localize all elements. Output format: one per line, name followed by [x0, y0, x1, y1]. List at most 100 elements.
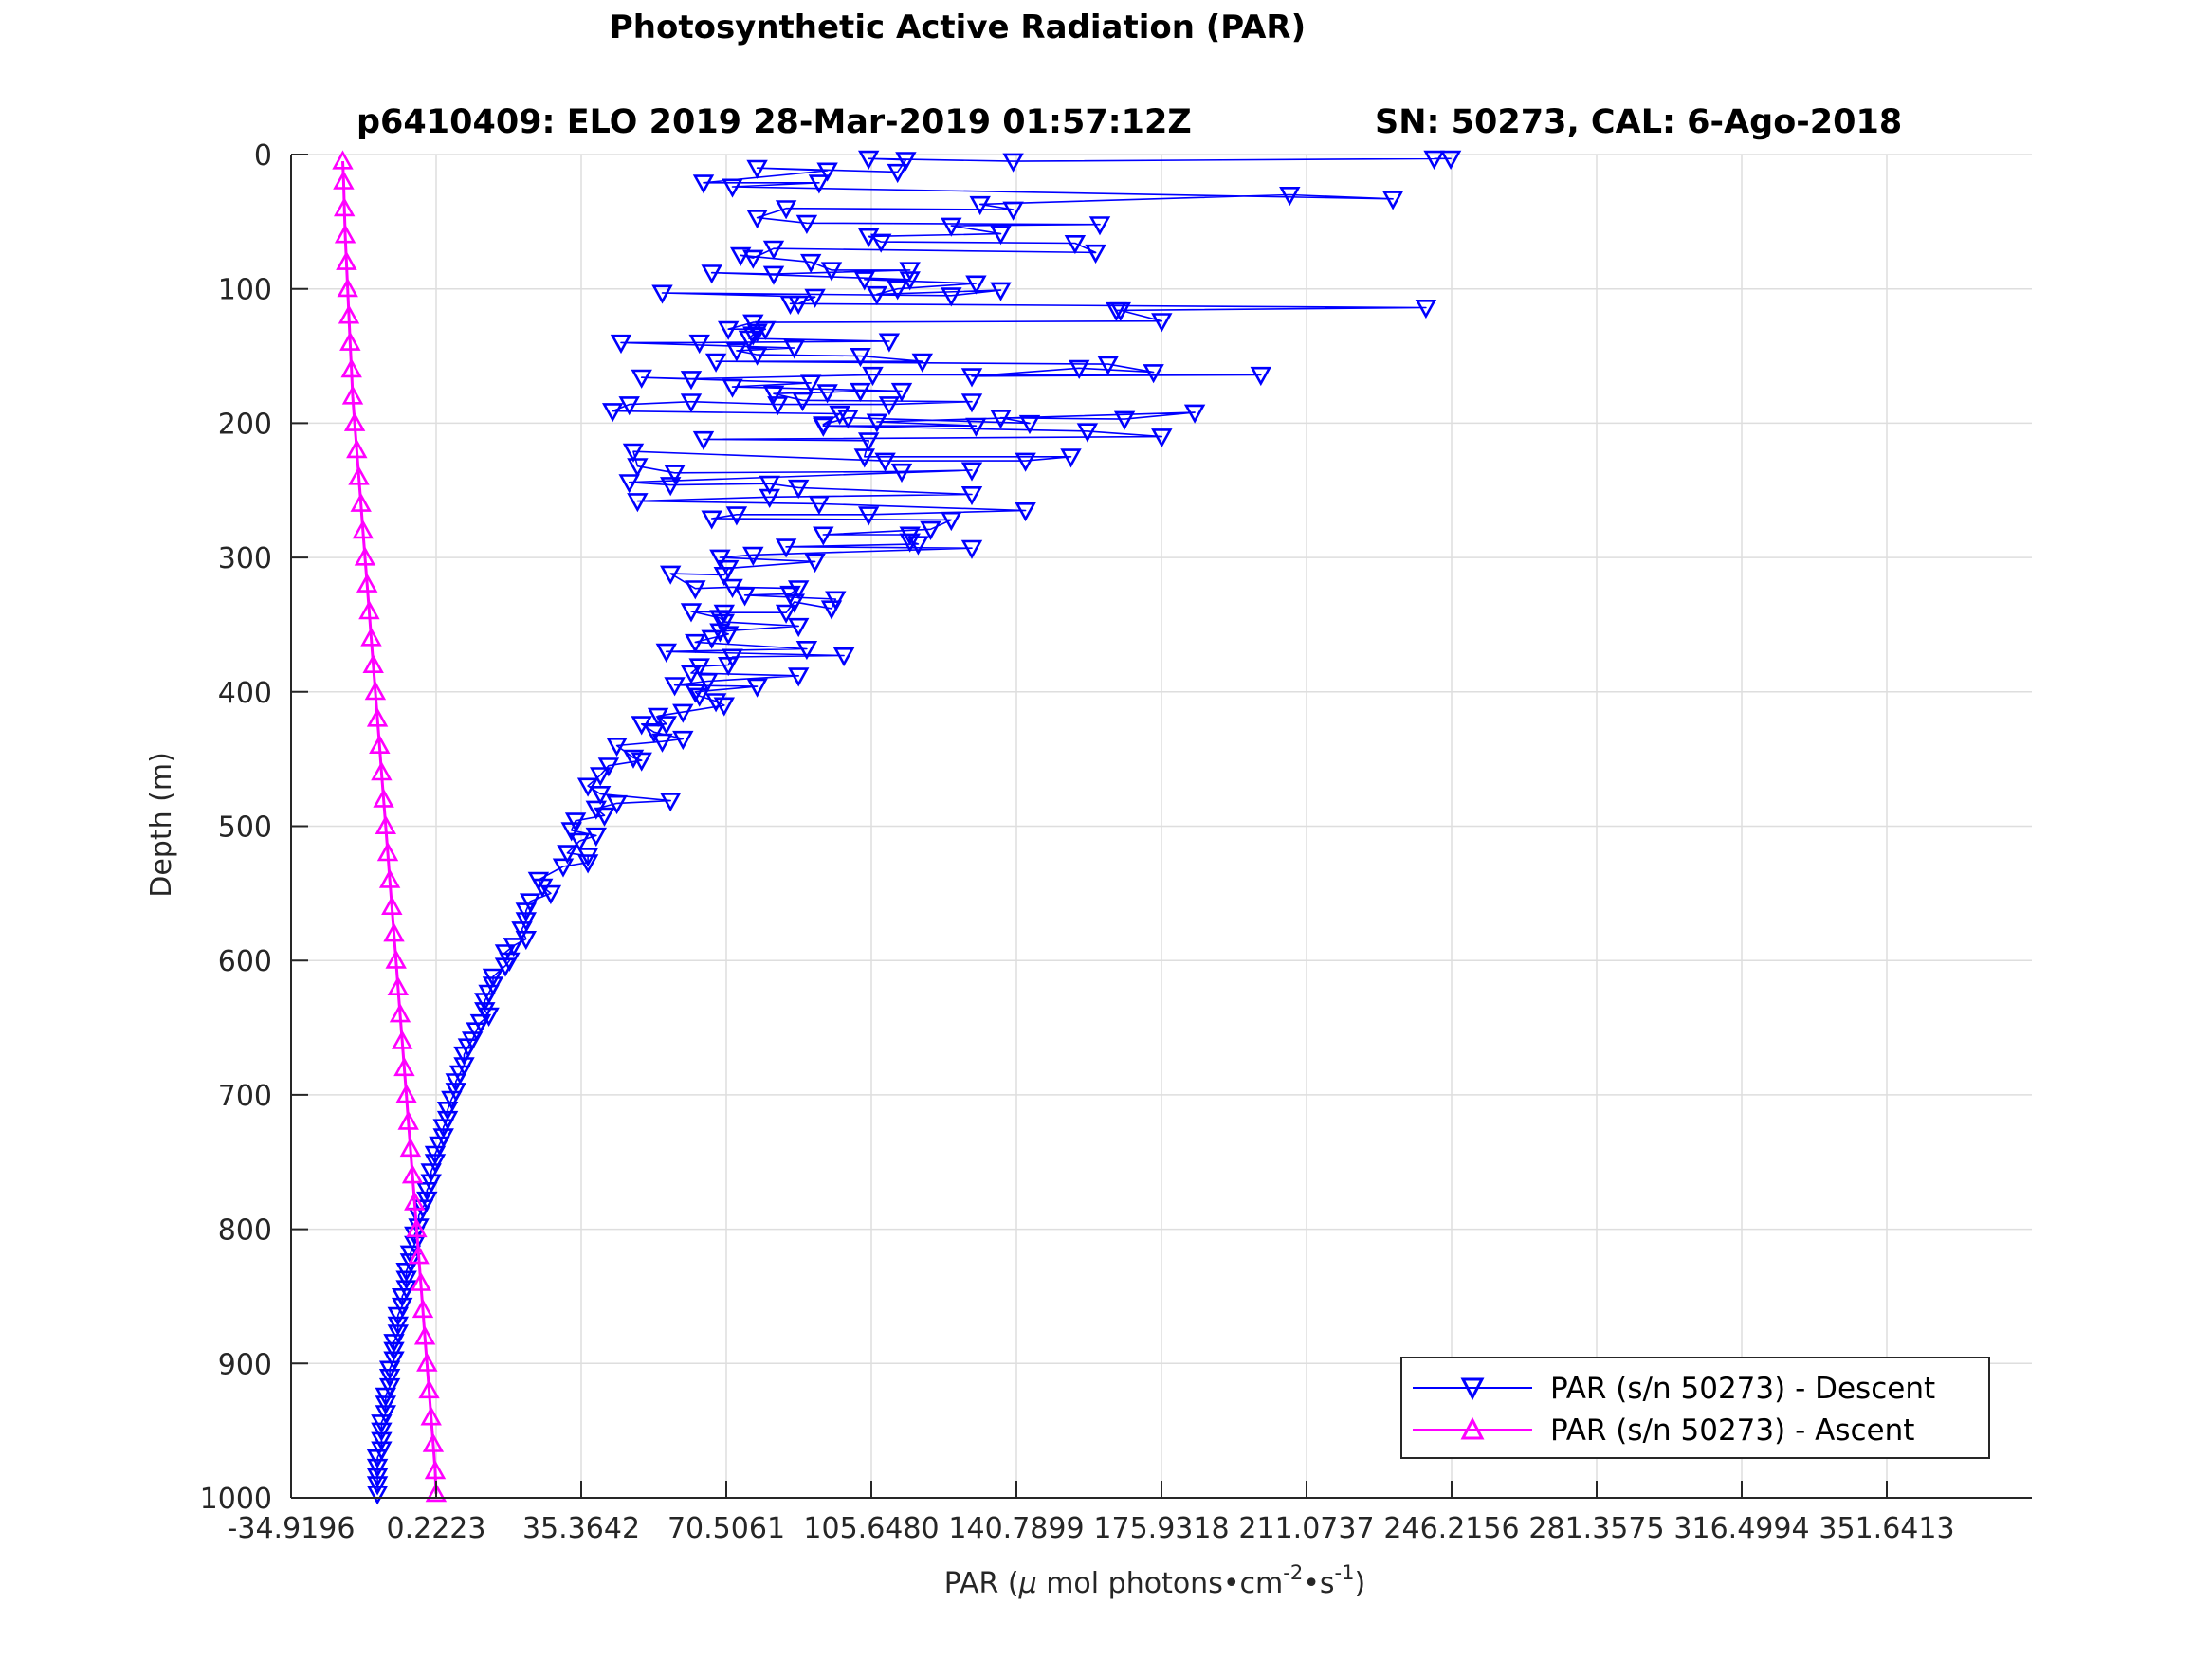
- data-point-0-57: [783, 339, 806, 359]
- data-point-0-155: [717, 656, 740, 677]
- series-0: [366, 150, 1462, 1505]
- legend-descent-label: PAR (s/n 50273) - Descent: [1550, 1372, 1935, 1406]
- data-point-0-24: [1085, 244, 1106, 264]
- data-point-0-39: [941, 287, 962, 307]
- data-point-0-74: [850, 382, 871, 403]
- data-point-1-12: [401, 1164, 424, 1184]
- data-point-0-47: [1151, 313, 1173, 333]
- y-tick-label-2: 200: [218, 408, 272, 441]
- data-point-0-227: [420, 1163, 442, 1183]
- data-point-1-20: [385, 949, 407, 969]
- data-point-0-262: [366, 1476, 389, 1496]
- data-point-0-99: [1060, 448, 1082, 468]
- data-point-0-82: [618, 396, 640, 416]
- data-point-1-16: [393, 1056, 415, 1077]
- data-point-0-247: [383, 1341, 405, 1361]
- data-point-0-25: [762, 240, 785, 260]
- data-point-1-34: [356, 573, 378, 592]
- data-point-0-29: [820, 262, 843, 282]
- data-point-0-46: [1109, 301, 1132, 322]
- plot-series: [332, 150, 1462, 1505]
- x-axis-label-sup2: -1: [1335, 1561, 1355, 1584]
- data-point-0-165: [713, 697, 736, 717]
- x-tick-label-8: 246.2156: [1383, 1512, 1519, 1545]
- data-point-0-117: [725, 506, 748, 526]
- tick-labels: -34.9196 0.2223 35.3642 70.5061 105.6480 140.…: [200, 139, 1955, 1545]
- x-tick-label-0: -34.9196: [228, 1512, 356, 1545]
- data-point-0-97: [857, 432, 880, 452]
- x-axis-label-mid: mol photons•cm: [1037, 1567, 1284, 1600]
- data-point-0-120: [920, 520, 941, 540]
- data-point-0-143: [680, 603, 703, 623]
- data-point-0-104: [664, 465, 686, 484]
- x-tick-label-11: 351.6413: [1819, 1512, 1954, 1545]
- data-point-0-2: [1002, 153, 1024, 173]
- data-point-0-106: [960, 462, 983, 482]
- data-point-0-22: [869, 233, 892, 253]
- data-point-0-125: [775, 538, 797, 558]
- data-point-0-123: [899, 533, 921, 553]
- x-axis-label: PAR (μ mol photons•cm-2•s-1): [944, 1561, 1365, 1600]
- data-point-1-45: [337, 278, 358, 298]
- data-point-0-150: [685, 633, 706, 654]
- x-tick-label-4: 105.6480: [803, 1512, 939, 1545]
- data-point-1-30: [364, 681, 387, 701]
- data-point-0-129: [804, 553, 826, 574]
- data-point-0-43: [779, 295, 801, 315]
- data-point-0-245: [387, 1324, 410, 1344]
- data-point-0-183: [594, 807, 615, 827]
- y-tick-label-1: 100: [218, 274, 272, 307]
- data-point-0-197: [515, 912, 538, 932]
- data-point-1-11: [404, 1191, 426, 1211]
- x-tick-label-6: 175.9318: [1093, 1512, 1229, 1545]
- data-point-0-3: [857, 150, 880, 170]
- data-point-1-44: [338, 304, 360, 324]
- data-point-0-105: [890, 463, 913, 483]
- data-point-0-241: [391, 1288, 413, 1308]
- data-point-1-29: [366, 707, 389, 727]
- data-point-1-10: [406, 1217, 428, 1238]
- data-point-0-111: [960, 485, 983, 506]
- data-point-0-56: [610, 334, 632, 355]
- data-point-0-138: [825, 591, 847, 611]
- data-point-0-31: [762, 265, 785, 285]
- data-point-0-179: [589, 785, 612, 806]
- data-point-0-23: [1064, 235, 1087, 255]
- data-point-0-75: [816, 384, 838, 404]
- y-tick-label-0: 0: [254, 139, 272, 173]
- data-point-0-92: [965, 417, 987, 437]
- data-point-1-25: [375, 814, 397, 835]
- data-point-1-37: [350, 492, 372, 512]
- data-point-0-52: [742, 326, 764, 346]
- data-point-1-14: [397, 1110, 419, 1130]
- data-point-1-21: [383, 922, 405, 942]
- data-point-0-164: [704, 693, 727, 713]
- x-tick-label-5: 140.7899: [948, 1512, 1084, 1545]
- data-point-1-47: [334, 224, 356, 244]
- data-point-0-257: [371, 1431, 393, 1451]
- data-point-0-65: [1068, 359, 1090, 379]
- data-point-0-88: [990, 410, 1012, 429]
- data-point-0-62: [704, 353, 727, 373]
- data-point-0-173: [606, 737, 628, 757]
- data-point-0-177: [589, 767, 612, 787]
- data-point-0-191: [552, 858, 575, 878]
- data-point-1-0: [425, 1483, 448, 1503]
- data-point-0-214: [453, 1046, 475, 1066]
- data-point-0-98: [853, 448, 876, 468]
- data-point-0-38: [990, 282, 1012, 301]
- legend-ascent-marker-icon: [1460, 1416, 1485, 1440]
- x-axis-label-prefix: PAR (: [944, 1567, 1019, 1600]
- data-point-0-226: [424, 1154, 447, 1174]
- data-point-0-170: [643, 723, 666, 743]
- data-point-0-180: [659, 793, 682, 812]
- data-point-0-248: [383, 1351, 405, 1371]
- data-point-0-222: [432, 1119, 454, 1139]
- data-point-0-68: [862, 366, 884, 387]
- data-point-0-27: [729, 246, 752, 266]
- legend-ascent-label: PAR (s/n 50273) - Ascent: [1550, 1413, 1914, 1448]
- data-point-0-198: [511, 921, 533, 941]
- data-point-0-124: [907, 536, 929, 556]
- data-point-0-196: [515, 902, 538, 922]
